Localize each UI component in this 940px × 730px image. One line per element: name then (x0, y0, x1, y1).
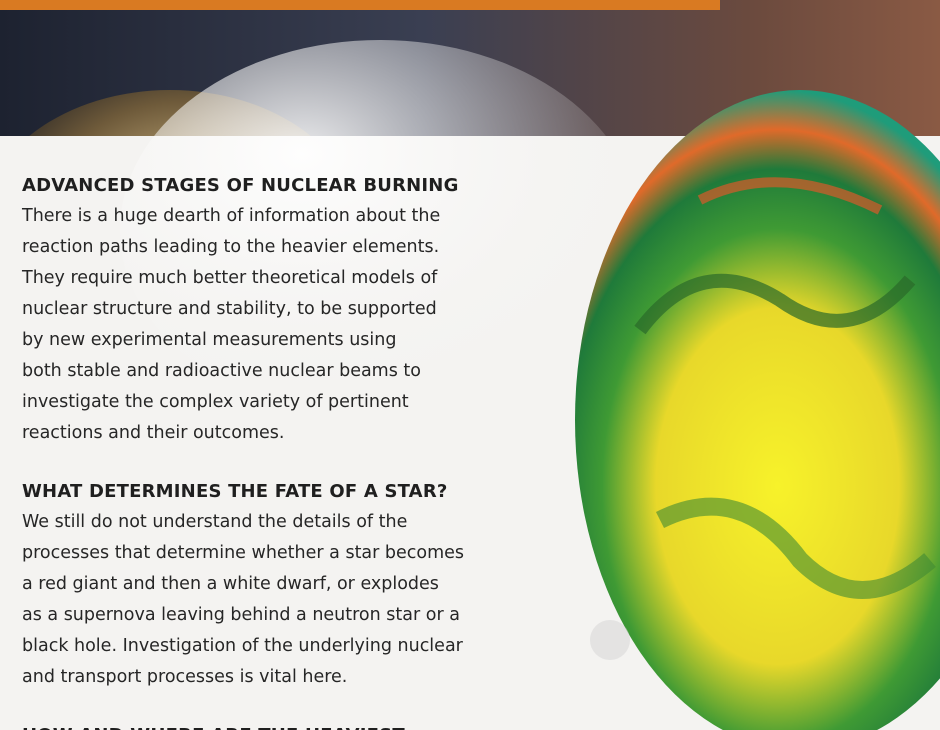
body-line: black hole. Investigation of the underly… (22, 636, 463, 656)
body-line: both stable and radioactive nuclear beam… (22, 361, 421, 381)
section-heading: WHAT DETERMINES THE FATE OF A STAR? (22, 481, 448, 502)
body-line: They require much better theoretical mod… (22, 268, 437, 288)
body-line: We still do not understand the details o… (22, 512, 407, 532)
body-line: reactions and their outcomes. (22, 423, 284, 443)
body-line: as a supernova leaving behind a neutron … (22, 605, 460, 625)
section-heading: ADVANCED STAGES OF NUCLEAR BURNING (22, 175, 459, 196)
page: ADVANCED STAGES OF NUCLEAR BURNING There … (0, 0, 940, 730)
body-line: processes that determine whether a star … (22, 543, 464, 563)
body-line: and transport processes is vital here. (22, 667, 347, 687)
body-line: investigate the complex variety of perti… (22, 392, 409, 412)
body-line: a red giant and then a white dwarf, or e… (22, 574, 439, 594)
text-column: ADVANCED STAGES OF NUCLEAR BURNING There … (22, 0, 582, 730)
section-heading: HOW AND WHERE ARE THE HEAVIEST (22, 725, 405, 730)
body-line: reaction paths leading to the heavier el… (22, 237, 439, 257)
body-line: There is a huge dearth of information ab… (22, 206, 440, 226)
body-line: nuclear structure and stability, to be s… (22, 299, 437, 319)
body-line: by new experimental measurements using (22, 330, 396, 350)
